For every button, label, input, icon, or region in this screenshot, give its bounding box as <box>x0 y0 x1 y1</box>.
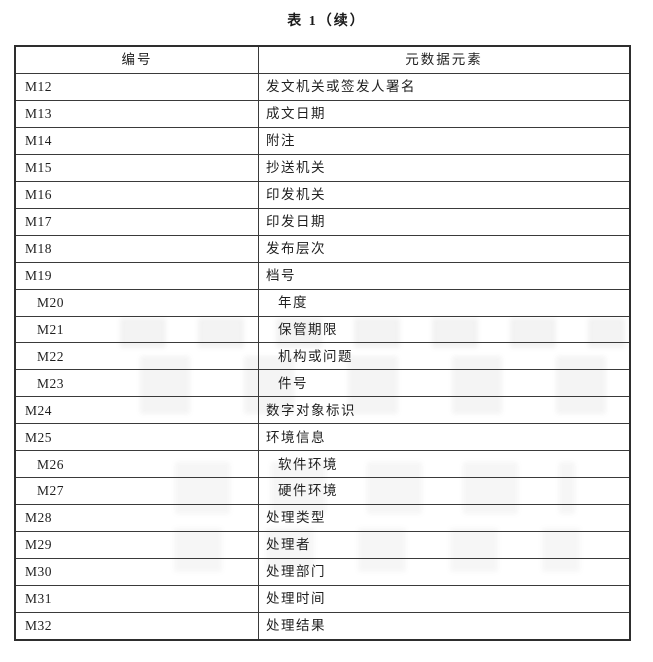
cell-label: 件号 <box>278 375 308 391</box>
cell-id: M28 <box>16 505 259 532</box>
cell-id: M32 <box>16 613 259 639</box>
table-title: 表 1（续） <box>287 14 366 29</box>
table-row: M31 处理时间 <box>16 585 629 613</box>
table-row: M25 环境信息 <box>16 423 629 451</box>
cell-label: 处理类型 <box>266 510 326 526</box>
cell-id: M15 <box>16 154 259 181</box>
cell-label: 软件环境 <box>278 456 338 472</box>
table-row: M13 成文日期 <box>16 99 629 127</box>
table-row: M18 发布层次 <box>16 234 629 262</box>
cell-label: 抄送机关 <box>266 160 326 176</box>
table-row: M17 印发日期 <box>16 207 629 235</box>
cell-id: M29 <box>16 532 259 559</box>
cell-label: 附注 <box>266 133 296 149</box>
table-row: M27 硬件环境 <box>16 477 629 505</box>
table-row: M15 抄送机关 <box>16 153 629 181</box>
table-header-row: 编号 元数据元素 <box>16 47 629 73</box>
cell-id: M22 <box>16 343 259 370</box>
cell-id: M30 <box>16 559 259 586</box>
cell-label: 数字对象标识 <box>266 402 356 418</box>
cell-label: 印发机关 <box>266 186 326 202</box>
table-row: M14 附注 <box>16 126 629 154</box>
cell-label: 机构或问题 <box>278 348 353 364</box>
cell-label: 印发日期 <box>266 213 326 229</box>
cell-label: 处理时间 <box>266 591 326 607</box>
cell-id: M12 <box>16 73 259 100</box>
cell-id: M24 <box>16 397 259 424</box>
cell-label: 处理部门 <box>266 564 326 580</box>
cell-id: M13 <box>16 100 259 127</box>
table-row: M12 发文机关或签发人署名 <box>16 72 629 100</box>
table-row: M28 处理类型 <box>16 504 629 532</box>
table-row: M23 件号 <box>16 369 629 397</box>
table-row: M21 保管期限 <box>16 315 629 343</box>
cell-label: 处理者 <box>266 537 311 553</box>
cell-id: M21 <box>16 316 259 343</box>
table-row: M26 软件环境 <box>16 450 629 478</box>
cell-label: 处理结果 <box>266 618 326 634</box>
header-cell-id: 编号 <box>16 47 259 73</box>
cell-label: 发布层次 <box>266 240 326 256</box>
cell-id: M19 <box>16 262 259 289</box>
cell-id: M16 <box>16 181 259 208</box>
cell-id: M26 <box>16 451 259 478</box>
cell-id: M27 <box>16 478 259 505</box>
table-row: M29 处理者 <box>16 531 629 559</box>
cell-label: 档号 <box>266 267 296 283</box>
table-row: M30 处理部门 <box>16 558 629 586</box>
table-row: M22 机构或问题 <box>16 342 629 370</box>
header-cell-element: 元数据元素 <box>405 52 483 68</box>
cell-id: M17 <box>16 208 259 235</box>
table-row: M20 年度 <box>16 288 629 316</box>
cell-id: M20 <box>16 289 259 316</box>
metadata-table: 编号 元数据元素 M12 发文机关或签发人署名 M13 成文日期 M14 附注 … <box>14 45 631 641</box>
cell-id: M14 <box>16 127 259 154</box>
cell-label: 年度 <box>278 294 308 310</box>
cell-label: 发文机关或签发人署名 <box>266 79 416 95</box>
cell-id: M18 <box>16 235 259 262</box>
cell-id: M31 <box>16 586 259 613</box>
table-row: M24 数字对象标识 <box>16 396 629 424</box>
cell-label: 保管期限 <box>278 321 338 337</box>
cell-id: M25 <box>16 424 259 451</box>
table-row: M32 处理结果 <box>16 612 629 639</box>
cell-label: 成文日期 <box>266 106 326 122</box>
cell-label: 环境信息 <box>266 429 326 445</box>
cell-label: 硬件环境 <box>278 483 338 499</box>
cell-id: M23 <box>16 370 259 397</box>
table-row: M16 印发机关 <box>16 180 629 208</box>
table-row: M19 档号 <box>16 261 629 289</box>
